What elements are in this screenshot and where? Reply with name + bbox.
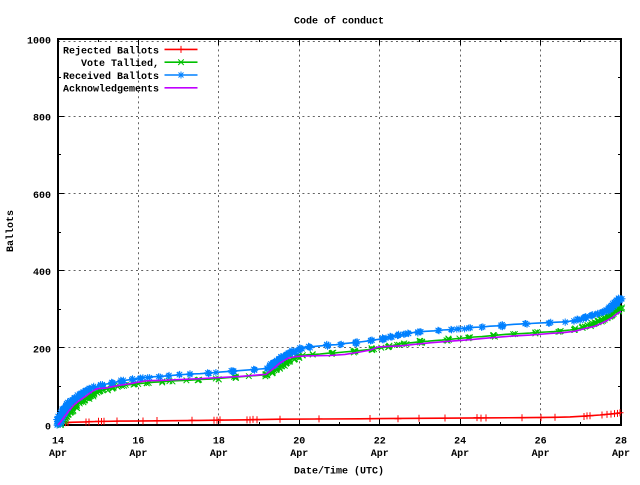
svg-text:Apr: Apr xyxy=(210,449,228,460)
svg-text:Apr: Apr xyxy=(532,449,550,460)
svg-text:Apr: Apr xyxy=(129,449,147,460)
svg-text:Apr: Apr xyxy=(290,449,308,460)
svg-text:Apr: Apr xyxy=(451,449,469,460)
svg-text:Apr: Apr xyxy=(371,449,389,460)
svg-text:24: 24 xyxy=(454,437,466,448)
svg-text:200: 200 xyxy=(33,345,51,356)
svg-text:18: 18 xyxy=(213,437,225,448)
svg-text:16: 16 xyxy=(132,437,144,448)
svg-text:14: 14 xyxy=(52,437,64,448)
svg-text:600: 600 xyxy=(33,191,51,202)
svg-text:22: 22 xyxy=(374,437,386,448)
svg-text:1000: 1000 xyxy=(27,37,51,48)
svg-text:20: 20 xyxy=(293,437,305,448)
svg-text:Apr: Apr xyxy=(612,449,630,460)
svg-text:Acknowledgements: Acknowledgements xyxy=(63,84,159,96)
svg-text:Vote Tallied,: Vote Tallied, xyxy=(81,58,159,70)
svg-text:28: 28 xyxy=(615,437,627,448)
svg-text:Date/Time (UTC): Date/Time (UTC) xyxy=(294,466,384,478)
svg-text:400: 400 xyxy=(33,268,51,279)
svg-text:Code of conduct: Code of conduct xyxy=(294,16,384,28)
svg-text:Ballots: Ballots xyxy=(5,210,17,252)
svg-text:Rejected Ballots: Rejected Ballots xyxy=(63,45,159,57)
svg-text:0: 0 xyxy=(45,423,51,434)
svg-text:26: 26 xyxy=(535,437,547,448)
svg-text:800: 800 xyxy=(33,114,51,125)
svg-text:Apr: Apr xyxy=(49,449,67,460)
svg-text:Received Ballots: Received Ballots xyxy=(63,71,159,83)
